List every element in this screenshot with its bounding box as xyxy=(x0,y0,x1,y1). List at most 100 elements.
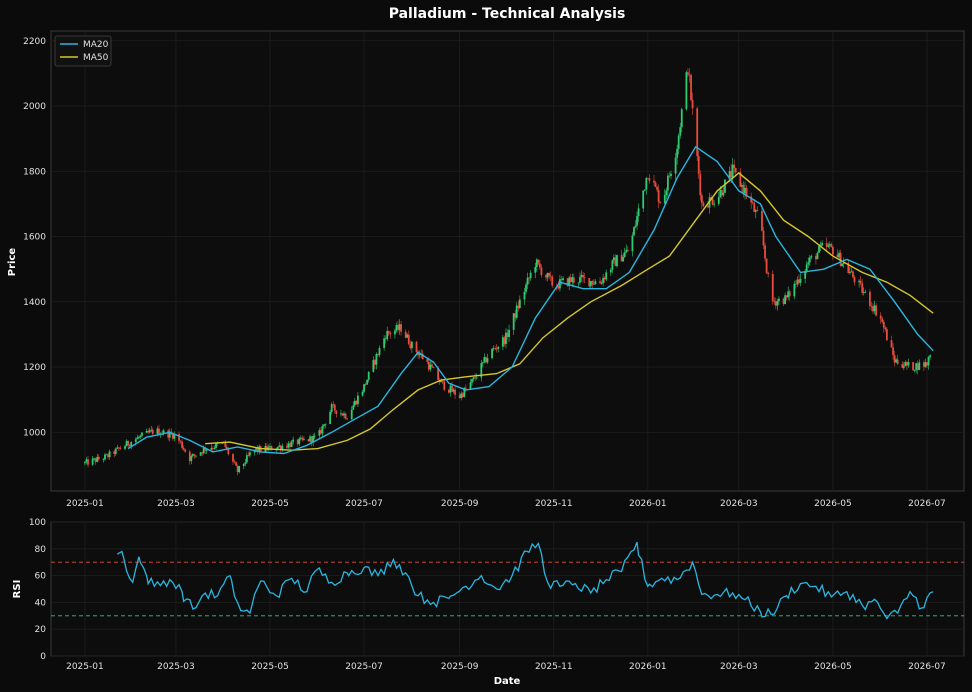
candle-body xyxy=(204,448,207,451)
candle-body xyxy=(150,429,153,431)
candle-body xyxy=(148,430,151,433)
candle-body xyxy=(890,340,893,348)
candle-body xyxy=(810,256,813,258)
rsi-y-tick-label: 80 xyxy=(35,545,47,555)
candle-body xyxy=(506,332,509,338)
rsi-x-tick-label: 2026-05 xyxy=(814,662,852,672)
price-y-tick-label: 1200 xyxy=(23,363,46,373)
candle-body xyxy=(201,452,204,454)
candle-body xyxy=(906,362,908,366)
candle-body xyxy=(269,446,271,448)
candle-body xyxy=(97,456,100,460)
candle-body xyxy=(827,245,830,247)
date-axis-label: Date xyxy=(494,676,521,687)
candle-body xyxy=(427,361,430,370)
candle-body xyxy=(335,410,338,414)
rsi-x-tick-label: 2025-07 xyxy=(345,662,383,672)
candle-body xyxy=(528,277,530,279)
candle-body xyxy=(719,189,722,197)
candle-body xyxy=(485,357,487,363)
candle-body xyxy=(731,164,734,178)
candle-body xyxy=(151,429,154,434)
candle-body xyxy=(861,283,864,293)
candle-body xyxy=(162,430,165,434)
candle-body xyxy=(486,358,489,363)
candle-body xyxy=(535,259,538,267)
candle-body xyxy=(832,246,834,255)
candle-body xyxy=(901,363,904,368)
candle-body xyxy=(551,276,554,286)
candle-body xyxy=(480,363,483,378)
candle-body xyxy=(168,431,171,438)
candle-body xyxy=(134,439,137,443)
candle-body xyxy=(469,382,472,389)
candle-body xyxy=(323,424,325,427)
candle-body xyxy=(397,325,399,330)
candle-body xyxy=(181,441,183,448)
candle-body xyxy=(793,283,796,297)
candle-body xyxy=(124,446,126,449)
price-x-ticks: 2025-01 2025-03 2025-05 2025-07 2025-09 2025-… xyxy=(66,499,946,509)
candle-body xyxy=(202,448,205,454)
candle-body xyxy=(247,455,250,456)
candle-body xyxy=(787,291,790,298)
candle-body xyxy=(136,437,139,440)
candle-body xyxy=(674,157,677,174)
candle-body xyxy=(697,156,700,175)
candle-body xyxy=(215,443,217,448)
candle-body xyxy=(767,272,770,274)
candle-body xyxy=(518,299,521,309)
price-axis-label: Price xyxy=(7,248,18,277)
candle-body xyxy=(771,273,774,302)
candle-body xyxy=(346,418,349,420)
candle-body xyxy=(429,364,432,370)
candle-body xyxy=(870,305,873,307)
candle-body xyxy=(296,439,299,445)
rsi-line xyxy=(116,541,934,620)
candle-body xyxy=(443,381,446,390)
candle-body xyxy=(764,245,766,259)
rsi-y-tick-label: 40 xyxy=(35,598,47,608)
rsi-x-tick-label: 2025-05 xyxy=(251,662,289,672)
candle-body xyxy=(750,196,753,203)
rsi-x-tick-label: 2025-11 xyxy=(535,662,573,672)
candle-body xyxy=(495,348,498,350)
candle-body xyxy=(913,370,916,371)
candle-body xyxy=(188,451,191,462)
candle-body xyxy=(724,179,726,193)
price-y-tick-label: 1000 xyxy=(23,428,46,438)
candle-body xyxy=(471,379,473,383)
candle-body xyxy=(676,148,679,158)
legend-ma20-label: MA20 xyxy=(83,40,109,50)
candle-body xyxy=(904,362,907,367)
price-x-tick-label: 2025-07 xyxy=(345,499,383,509)
candle-body xyxy=(626,249,629,252)
candle-body xyxy=(236,465,239,473)
candle-body xyxy=(885,329,888,341)
candle-body xyxy=(318,430,321,436)
candle-body xyxy=(400,324,402,332)
candle-body xyxy=(872,306,874,312)
candle-body xyxy=(138,437,140,439)
candle-body xyxy=(742,184,745,194)
candle-body xyxy=(589,281,592,287)
price-y-tick-label: 1600 xyxy=(23,233,46,243)
rsi-x-ticks: 2025-01 2025-03 2025-05 2025-07 2025-09 2025-… xyxy=(66,662,946,672)
candle-body xyxy=(289,443,291,447)
candle-body xyxy=(728,170,731,180)
candle-body xyxy=(182,447,185,450)
candle-body xyxy=(545,275,547,278)
candle-body xyxy=(227,448,230,455)
candle-body xyxy=(634,225,637,228)
candle-body xyxy=(377,354,379,355)
candle-body xyxy=(205,449,208,451)
candle-body xyxy=(415,341,418,352)
rsi-y-tick-label: 100 xyxy=(29,518,46,528)
candle-body xyxy=(579,277,581,283)
candle-body xyxy=(710,197,712,199)
candle-body xyxy=(404,331,407,338)
candle-body xyxy=(599,281,601,284)
candle-body xyxy=(923,362,925,367)
candle-body xyxy=(796,279,799,285)
